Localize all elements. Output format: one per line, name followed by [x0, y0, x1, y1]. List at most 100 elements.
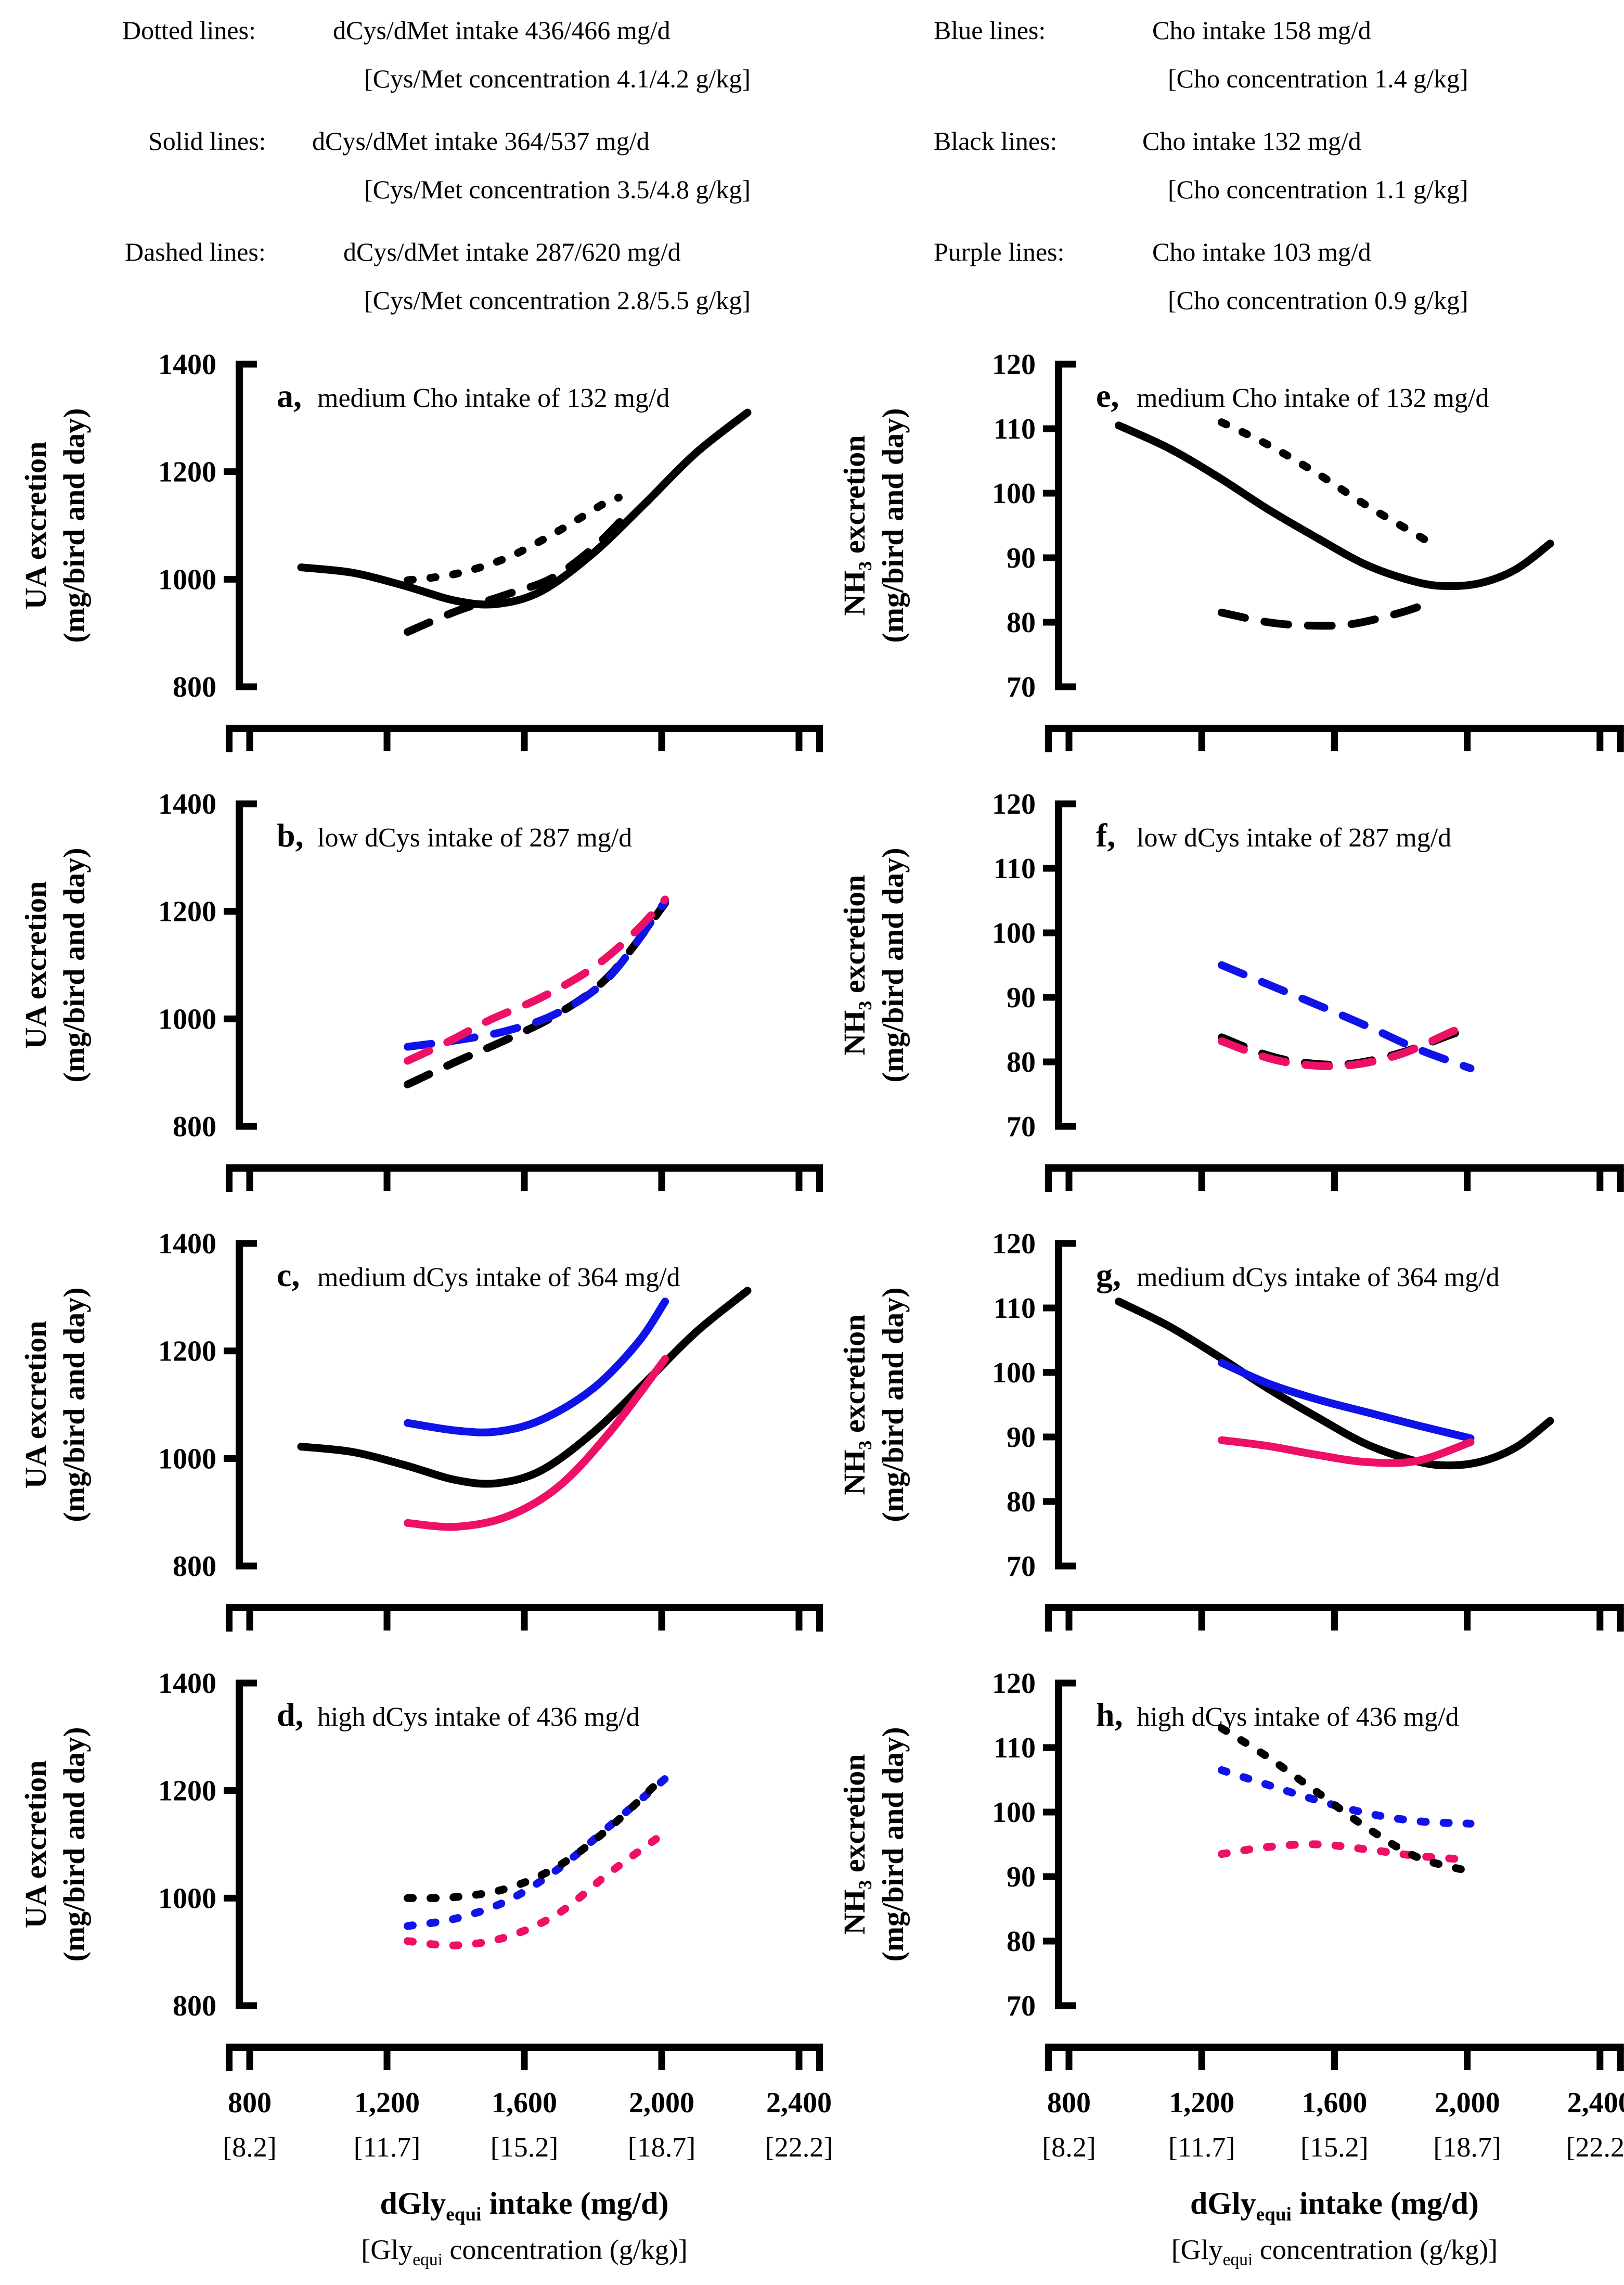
y-axis-title-units: (mg/bird and day): [57, 1727, 91, 1961]
panel-letter: d,: [277, 1696, 304, 1733]
y-axis-title: NH3​ excretion: [837, 1754, 875, 1934]
y-tick-label: 100: [992, 1796, 1036, 1829]
panel-c-series-solid-pink: [404, 1355, 669, 1531]
y-tick-label: 800: [173, 1111, 216, 1143]
legend-bracket: [Cho concentration 0.9 g/kg]: [1168, 286, 1468, 315]
y-axis-title-units: (mg/bird and day): [57, 1287, 91, 1522]
y-tick-label: 1400: [158, 1228, 216, 1260]
panel-a-x-axis: [226, 725, 823, 752]
panel-e-y-axis: 70 80 90 100 110 120: [992, 349, 1076, 703]
y-tick-label: 120: [992, 349, 1036, 381]
panel-subtitle: high dCys intake of 436 mg/d: [317, 1702, 640, 1732]
panel-c-x-axis: [226, 1604, 823, 1632]
y-axis-title: UA excretion: [19, 881, 53, 1049]
panel-letter: a,: [277, 377, 302, 414]
x-tick-bracket-label: [11.7]: [354, 2132, 420, 2163]
y-tick-label: 1000: [158, 1882, 216, 1915]
y-axis-title: UA excretion: [19, 1321, 53, 1489]
legend-value: Cho intake 132 mg/d: [1142, 126, 1361, 156]
y-tick-label: 1200: [158, 1336, 216, 1368]
x-tick-label: 1,200: [354, 2087, 420, 2119]
legend: Dotted lines: dCys/dMet intake 436/466 mg…: [122, 16, 1468, 315]
x-tick-label: 1,600: [1301, 2087, 1367, 2119]
panel-d-series-dotted-black: [404, 1771, 669, 1902]
panel-f-series-dashed-black: [1217, 1024, 1475, 1069]
x-tick-label: 800: [228, 2087, 272, 2119]
panel-h-series-dotted-blue: [1217, 1766, 1475, 1828]
legend-item-left-2: Dashed lines: dCys/dMet intake 287/620 mg…: [125, 237, 751, 315]
panel-g-x-axis: [1045, 1604, 1624, 1632]
y-tick-label: 110: [994, 853, 1036, 885]
panel-g: 70 80 90 100 110 120 NH3​ excretion(mg/bird an…: [837, 1228, 1624, 1632]
panel-d: 800 1000 1200 1400 UA excretion (mg/bird and …: [19, 1667, 833, 2269]
panel-subtitle: medium Cho intake of 132 mg/d: [317, 383, 669, 413]
panel-b: 800 1000 1200 1400 UA excretion (mg/bird and …: [19, 788, 823, 1192]
panel-subtitle: medium dCys intake of 364 mg/d: [1137, 1263, 1500, 1292]
panel-h: 70 80 90 100 110 120 NH3​ excretion(mg/bird an…: [837, 1667, 1624, 2269]
y-axis-title-units: (mg/bird and day): [57, 848, 91, 1082]
y-tick-label: 70: [1007, 1550, 1036, 1583]
legend-bracket: [Cys/Met concentration 3.5/4.8 g/kg]: [364, 175, 751, 204]
x-axis-title: dGlyequi​ intake (mg/d): [1190, 2186, 1479, 2225]
legend-item-right-0: Blue lines: Cho intake 158 mg/d [Cho conce…: [934, 16, 1468, 93]
panel-a-series-dashed-black: [404, 511, 630, 636]
legend-bracket: [Cho concentration 1.4 g/kg]: [1168, 64, 1468, 93]
legend-item-left-0: Dotted lines: dCys/dMet intake 436/466 mg…: [122, 16, 751, 93]
x-tick-bracket-label: [22.2]: [1566, 2132, 1624, 2163]
x-tick-bracket-label: [15.2]: [1300, 2132, 1368, 2163]
panel-f-x-axis: [1045, 1164, 1624, 1192]
panel-a-series-solid-black: [297, 408, 752, 609]
y-tick-label: 1400: [158, 1667, 216, 1700]
panel-b-series-dashed-pink: [404, 895, 669, 1065]
panel-f-title: f, low dCys intake of 287 mg/d: [1096, 817, 1451, 854]
y-axis-title-units: (mg/bird and day): [876, 1287, 910, 1522]
panel-letter: h,: [1096, 1696, 1123, 1733]
panel-subtitle: low dCys intake of 287 mg/d: [1137, 823, 1451, 853]
y-tick-label: 70: [1007, 671, 1036, 703]
panel-f: 70 80 90 100 110 120 NH3​ excretion(mg/bird an…: [837, 788, 1624, 1192]
x-axis-title: dGlyequi​ intake (mg/d): [380, 2186, 669, 2225]
y-tick-label: 80: [1007, 1046, 1036, 1079]
y-tick-label: 70: [1007, 1990, 1036, 2022]
y-tick-label: 800: [173, 671, 216, 703]
y-axis-title: NH3​ excretion: [837, 435, 875, 615]
panel-subtitle: low dCys intake of 287 mg/d: [317, 823, 632, 853]
panel-h-series-dotted-pink: [1217, 1840, 1475, 1864]
y-tick-label: 1000: [158, 1003, 216, 1035]
y-tick-label: 1400: [158, 349, 216, 381]
y-axis-title-units: (mg/bird and day): [876, 848, 910, 1082]
legend-value: dCys/dMet intake 287/620 mg/d: [343, 237, 681, 266]
panel-b-series-dashed-blue: [404, 897, 669, 1051]
panel-c-y-axis: 800 1000 1200 1400: [158, 1228, 257, 1583]
panel-h-x-axis: 800 [8.2] 1,200 [11.7] 1,600 [15.2] 2,000 [18.7…: [1042, 2044, 1624, 2269]
y-tick-label: 90: [1007, 982, 1036, 1014]
x-tick-bracket-label: [11.7]: [1168, 2132, 1235, 2163]
panel-c-series-solid-black: [297, 1287, 752, 1488]
x-axis-subtitle: [Glyequi​ concentration (g/kg)]: [361, 2234, 687, 2269]
legend-item-left-1: Solid lines: dCys/dMet intake 364/537 mg/…: [148, 126, 751, 204]
y-tick-label: 1200: [158, 896, 216, 928]
panel-d-series-dotted-pink: [404, 1828, 669, 1949]
panel-g-series-solid-blue: [1217, 1358, 1475, 1442]
panel-g-y-axis: 70 80 90 100 110 120: [992, 1228, 1076, 1583]
y-tick-label: 80: [1007, 607, 1036, 639]
x-tick-label: 1,600: [492, 2087, 557, 2119]
panel-c: 800 1000 1200 1400 UA excretion (mg/bird and …: [19, 1228, 823, 1632]
legend-label: Black lines:: [934, 126, 1057, 156]
y-tick-label: 800: [173, 1990, 216, 2022]
y-axis-title: UA excretion: [19, 1761, 53, 1929]
x-tick-label: 2,400: [766, 2087, 832, 2119]
panel-subtitle: high dCys intake of 436 mg/d: [1137, 1702, 1459, 1732]
panel-h-y-axis: 70 80 90 100 110 120: [992, 1667, 1076, 2022]
x-tick-label: 800: [1047, 2087, 1091, 2119]
legend-item-right-2: Purple lines: Cho intake 103 mg/d [Cho con…: [934, 237, 1468, 315]
x-tick-bracket-label: [18.7]: [628, 2132, 695, 2163]
y-tick-label: 1200: [158, 456, 216, 489]
x-tick-bracket-label: [8.2]: [223, 2132, 276, 2163]
panel-subtitle: medium dCys intake of 364 mg/d: [317, 1263, 680, 1292]
panel-e-x-axis: [1045, 725, 1624, 752]
y-axis-title: NH3​ excretion: [837, 875, 875, 1055]
legend-label: Purple lines:: [934, 237, 1064, 266]
panel-letter: c,: [277, 1256, 300, 1293]
